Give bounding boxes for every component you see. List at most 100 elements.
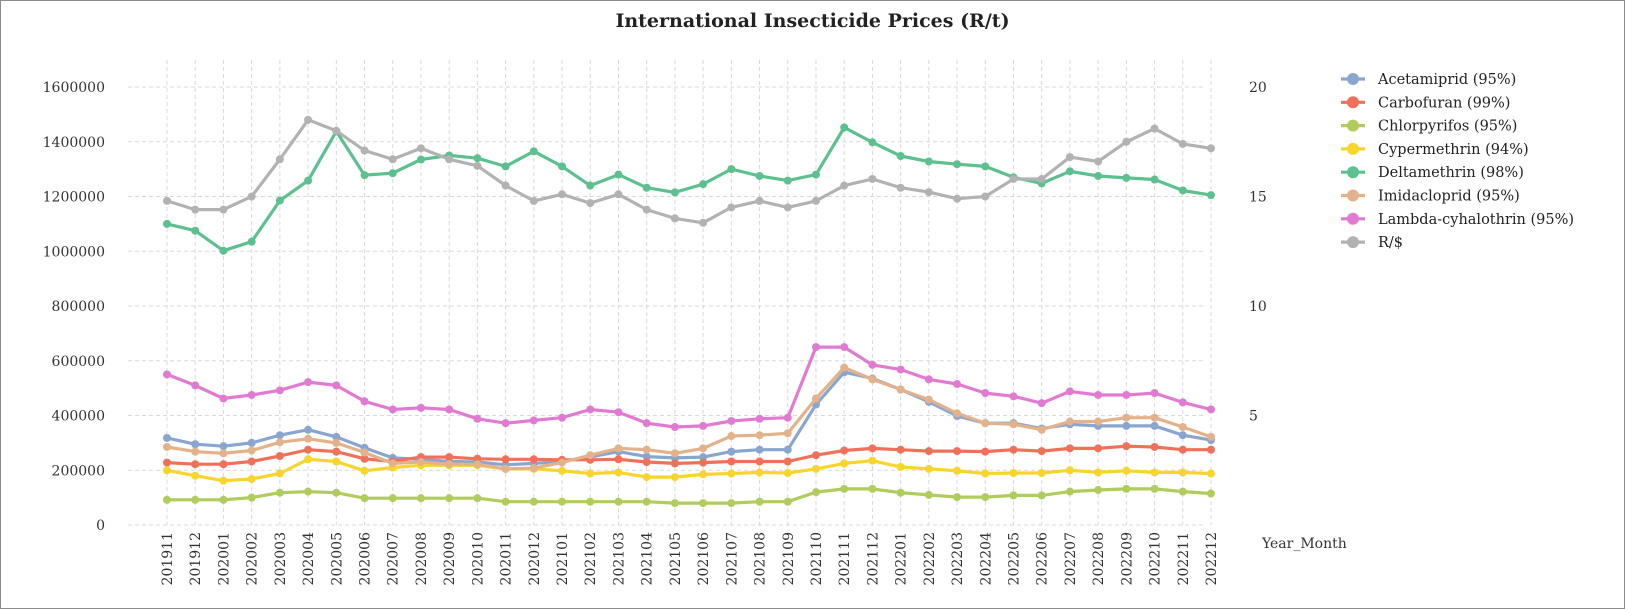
legend-label: R/$ [1378,235,1403,251]
data-point [783,457,792,466]
data-point [642,473,651,482]
data-point [614,455,623,464]
data-point [332,457,341,466]
left-axis-ticks: 0 200000 400000 600000 800000 1000000 1200000 1… [43,80,105,534]
data-point [642,205,651,214]
data-point [501,455,510,464]
data-point [953,493,962,502]
data-point [360,146,369,155]
series-carbofuran-99 [163,442,1215,469]
data-point [727,457,736,466]
series-lambda-cyhalothrin-95 [163,343,1215,431]
chart-title: International Insecticide Prices (R/t) [615,10,1010,32]
data-point [868,484,877,493]
data-point [783,497,792,506]
data-point [1009,174,1018,183]
x-tick-label: 202202 [922,532,938,585]
legend-item: R/$ [1341,235,1403,251]
data-point [642,497,651,506]
data-point [332,438,341,447]
data-point [953,466,962,475]
data-point [755,196,764,205]
data-point [219,246,228,255]
data-point [783,445,792,454]
data-point [558,458,567,467]
data-point [670,188,679,197]
data-point [981,419,990,428]
data-point [473,414,482,423]
x-tick-label: 202105 [668,532,684,585]
data-point [586,199,595,208]
data-point [981,469,990,478]
x-tick-label: 202106 [696,532,712,586]
data-point [416,458,425,467]
data-point [275,469,284,478]
data-point [219,442,228,451]
data-point [1065,153,1074,162]
data-point [981,389,990,398]
legend-label: Chlorpyrifos (95%) [1378,119,1517,135]
data-point [304,434,313,443]
x-tick-label: 202109 [781,532,797,585]
data-point [360,454,369,463]
data-point [840,459,849,468]
data-point [670,449,679,458]
legend-item: Carbofuran (99%) [1341,95,1510,111]
data-point [981,447,990,456]
data-point [1037,399,1046,408]
data-point [924,395,933,404]
data-point [811,451,820,460]
data-point [332,126,341,135]
data-point [247,390,256,399]
legend-swatch-marker [1347,96,1359,109]
x-axis-label: Year_Month [1261,536,1347,552]
data-point [953,447,962,456]
legend-label: Lambda-cyhalothrin (95%) [1378,212,1574,228]
data-point [1150,468,1159,477]
data-point [1122,413,1131,422]
data-point [388,459,397,468]
data-point [388,405,397,414]
data-point [275,431,284,440]
data-point [755,445,764,454]
data-point [981,162,990,171]
data-point [191,495,200,504]
data-point [840,446,849,455]
data-point [1178,186,1187,195]
legend-label: Imidacloprid (95%) [1378,189,1520,205]
data-point [1207,144,1215,153]
data-point [275,155,284,164]
legend-swatch-marker [1347,166,1359,179]
data-point [1207,432,1215,441]
x-tick-label: 202107 [724,532,740,585]
data-point [670,499,679,508]
data-point [783,413,792,422]
data-point [191,460,200,469]
data-point [304,487,313,496]
data-point [924,490,933,499]
data-point [163,466,171,475]
data-point [219,205,228,214]
data-point [501,162,510,171]
data-point [473,154,482,163]
legend-label: Acetamiprid (95%) [1377,72,1516,88]
legend-item: Acetamiprid (95%) [1341,72,1516,88]
data-point [811,170,820,179]
x-tick-label: 202011 [499,532,515,585]
data-point [163,433,171,442]
data-point [1065,466,1074,475]
x-tick-label: 202006 [358,532,374,586]
legend-swatch-marker [1347,119,1359,132]
data-point [445,494,454,503]
data-point [332,381,341,390]
data-point [529,497,538,506]
x-tick-label: 202005 [329,532,345,585]
data-point [1122,484,1131,493]
x-tick-label: 201911 [160,532,176,585]
data-point [558,497,567,506]
series-line [166,345,1212,429]
data-point [247,475,256,484]
data-point [783,468,792,477]
data-point [501,464,510,473]
data-point [840,484,849,493]
